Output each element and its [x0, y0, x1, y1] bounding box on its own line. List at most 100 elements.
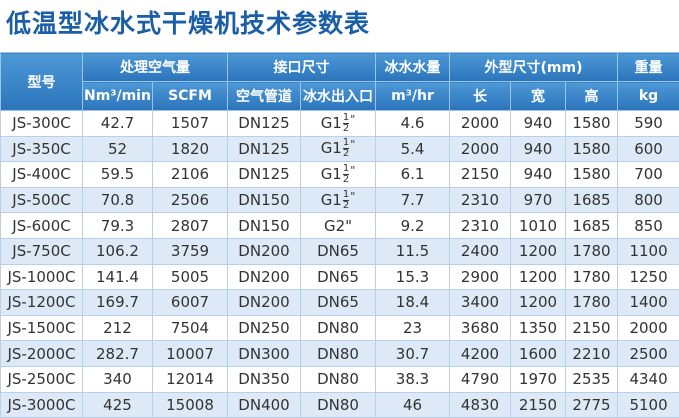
table-cell: DN200 — [227, 237, 301, 265]
table-cell: 2500 — [617, 340, 679, 367]
table-cell: 7.7 — [375, 186, 450, 214]
header-cell: SCFM — [152, 81, 228, 111]
table-cell: 4.6 — [375, 110, 450, 137]
inch-mark: " — [350, 163, 356, 177]
denominator: 2 — [342, 199, 350, 211]
table-cell: 970 — [510, 186, 566, 214]
table-row: JS-2000C 282.7 10007 DN300 DN80 30.7 4200 1600 2… — [0, 340, 679, 367]
table-cell: 38.3 — [375, 365, 450, 393]
table-cell: 4790 — [449, 365, 511, 393]
table-row: JS-2500C 340 12014 DN350 DN80 38.3 4790 1970 253… — [0, 365, 679, 393]
header-cell: 高 — [564, 81, 619, 111]
fitting-size: G1 — [320, 139, 342, 158]
table-cell: 6.1 — [375, 161, 450, 188]
table-cell: 4830 — [449, 391, 511, 418]
table-cell: 2900 — [449, 263, 511, 291]
table-cell: 2000 — [617, 314, 679, 342]
table-row: JS-400C 59.5 2106 DN125 G1 1 2 " 6.1 2150 940 1580 7… — [0, 161, 679, 188]
header-cell: kg — [617, 81, 679, 111]
table-cell: 2000 — [449, 110, 511, 137]
table-row: JS-350C 52 1820 DN125 G1 1 2 " 5.4 2000 940 1580 600 — [0, 135, 679, 163]
table-cell: DN80 — [300, 365, 376, 393]
table-cell: 9.2 — [375, 212, 450, 239]
header-row: Nm³/min SCFM 空气管道 冰水出入口 m³/hr 长宽高 kg — [1, 81, 679, 111]
table-cell: 2310 — [449, 212, 511, 239]
numerator: 1 — [342, 162, 350, 175]
table-cell: 1580 — [564, 110, 619, 137]
fitting-size: G1 — [320, 164, 342, 183]
table-cell: 1200 — [510, 237, 566, 265]
table-cell: JS-2500C — [0, 365, 83, 393]
table-row: JS-1500C 212 7504 DN250 DN80 23 3680 1350 2150 20… — [0, 314, 679, 342]
table-cell: 425 — [82, 391, 153, 418]
table-cell: 1970 — [510, 365, 566, 393]
denominator: 2 — [342, 173, 350, 185]
table-cell: DN80 — [300, 314, 376, 342]
spec-table: 型号 处理空气量 接口尺寸 冰水水量 外型尺寸(mm) 重量 Nm³/min SCFM 空气管道… — [0, 52, 679, 418]
table-cell: DN125 — [227, 161, 301, 188]
header-cell: Nm³/min — [82, 81, 153, 111]
table-cell: 15.3 — [375, 263, 450, 291]
table-cell: G2" — [300, 212, 376, 239]
denominator: 2 — [342, 148, 350, 160]
table-cell: 3400 — [449, 289, 511, 316]
table-cell: 212 — [82, 314, 153, 342]
header-cell: 处理空气量 — [82, 52, 228, 82]
table-cell: DN65 — [300, 237, 376, 265]
table-cell: JS-600C — [0, 212, 83, 239]
inch-mark: " — [350, 112, 356, 126]
table-cell: 52 — [82, 135, 153, 163]
table-cell: JS-750C — [0, 237, 83, 265]
table-cell: 1780 — [564, 237, 619, 265]
table-cell: 1507 — [152, 110, 228, 137]
table-cell: 340 — [82, 365, 153, 393]
table-cell: G1 1 2 " — [300, 110, 376, 137]
table-cell: DN150 — [227, 186, 301, 214]
table-cell: DN300 — [227, 340, 301, 367]
table-cell: JS-1000C — [0, 263, 83, 291]
table-row: JS-300C 42.7 1507 DN125 G1 1 2 " 4.6 2000 940 1580 5… — [0, 110, 679, 137]
table-cell: 5005 — [152, 263, 228, 291]
table-cell: 42.7 — [82, 110, 153, 137]
header-cell: 长 — [449, 81, 511, 111]
table-cell: 1400 — [617, 289, 679, 316]
table-cell: 2775 — [564, 391, 619, 418]
header-cell: 冰水水量 — [375, 52, 450, 82]
table-cell: 1780 — [564, 289, 619, 316]
table-cell: 1350 — [510, 314, 566, 342]
table-cell: 1200 — [510, 289, 566, 316]
table-cell: 169.7 — [82, 289, 153, 316]
table-cell: 600 — [617, 135, 679, 163]
table-cell: DN65 — [300, 263, 376, 291]
table-cell: 1580 — [564, 161, 619, 188]
table-cell: G1 1 2 " — [300, 135, 376, 163]
table-cell: 282.7 — [82, 340, 153, 367]
table-cell: 590 — [617, 110, 679, 137]
table-cell: 1685 — [564, 186, 619, 214]
header-cell: m³/hr — [375, 81, 450, 111]
table-cell: JS-1500C — [0, 314, 83, 342]
table-cell: 79.3 — [82, 212, 153, 239]
table-cell: DN400 — [227, 391, 301, 418]
denominator: 2 — [342, 122, 350, 134]
table-cell: 2506 — [152, 186, 228, 214]
table-cell: 940 — [510, 110, 566, 137]
table-cell: 2535 — [564, 365, 619, 393]
table-cell: JS-400C — [0, 161, 83, 188]
table-cell: 2807 — [152, 212, 228, 239]
table-cell: 1200 — [510, 263, 566, 291]
table-cell: JS-1200C — [0, 289, 83, 316]
table-cell: 10007 — [152, 340, 228, 367]
table-cell: 700 — [617, 161, 679, 188]
page-title: 低温型冰水式干燥机技术参数表 — [6, 9, 371, 38]
table-cell: 940 — [510, 135, 566, 163]
table-cell: DN250 — [227, 314, 301, 342]
table-cell: 2150 — [564, 314, 619, 342]
table-cell: 2000 — [449, 135, 511, 163]
table-cell: DN80 — [300, 340, 376, 367]
table-cell: G1 1 2 " — [300, 161, 376, 188]
table-cell: 46 — [375, 391, 450, 418]
header-cell: 型号 — [0, 52, 83, 111]
